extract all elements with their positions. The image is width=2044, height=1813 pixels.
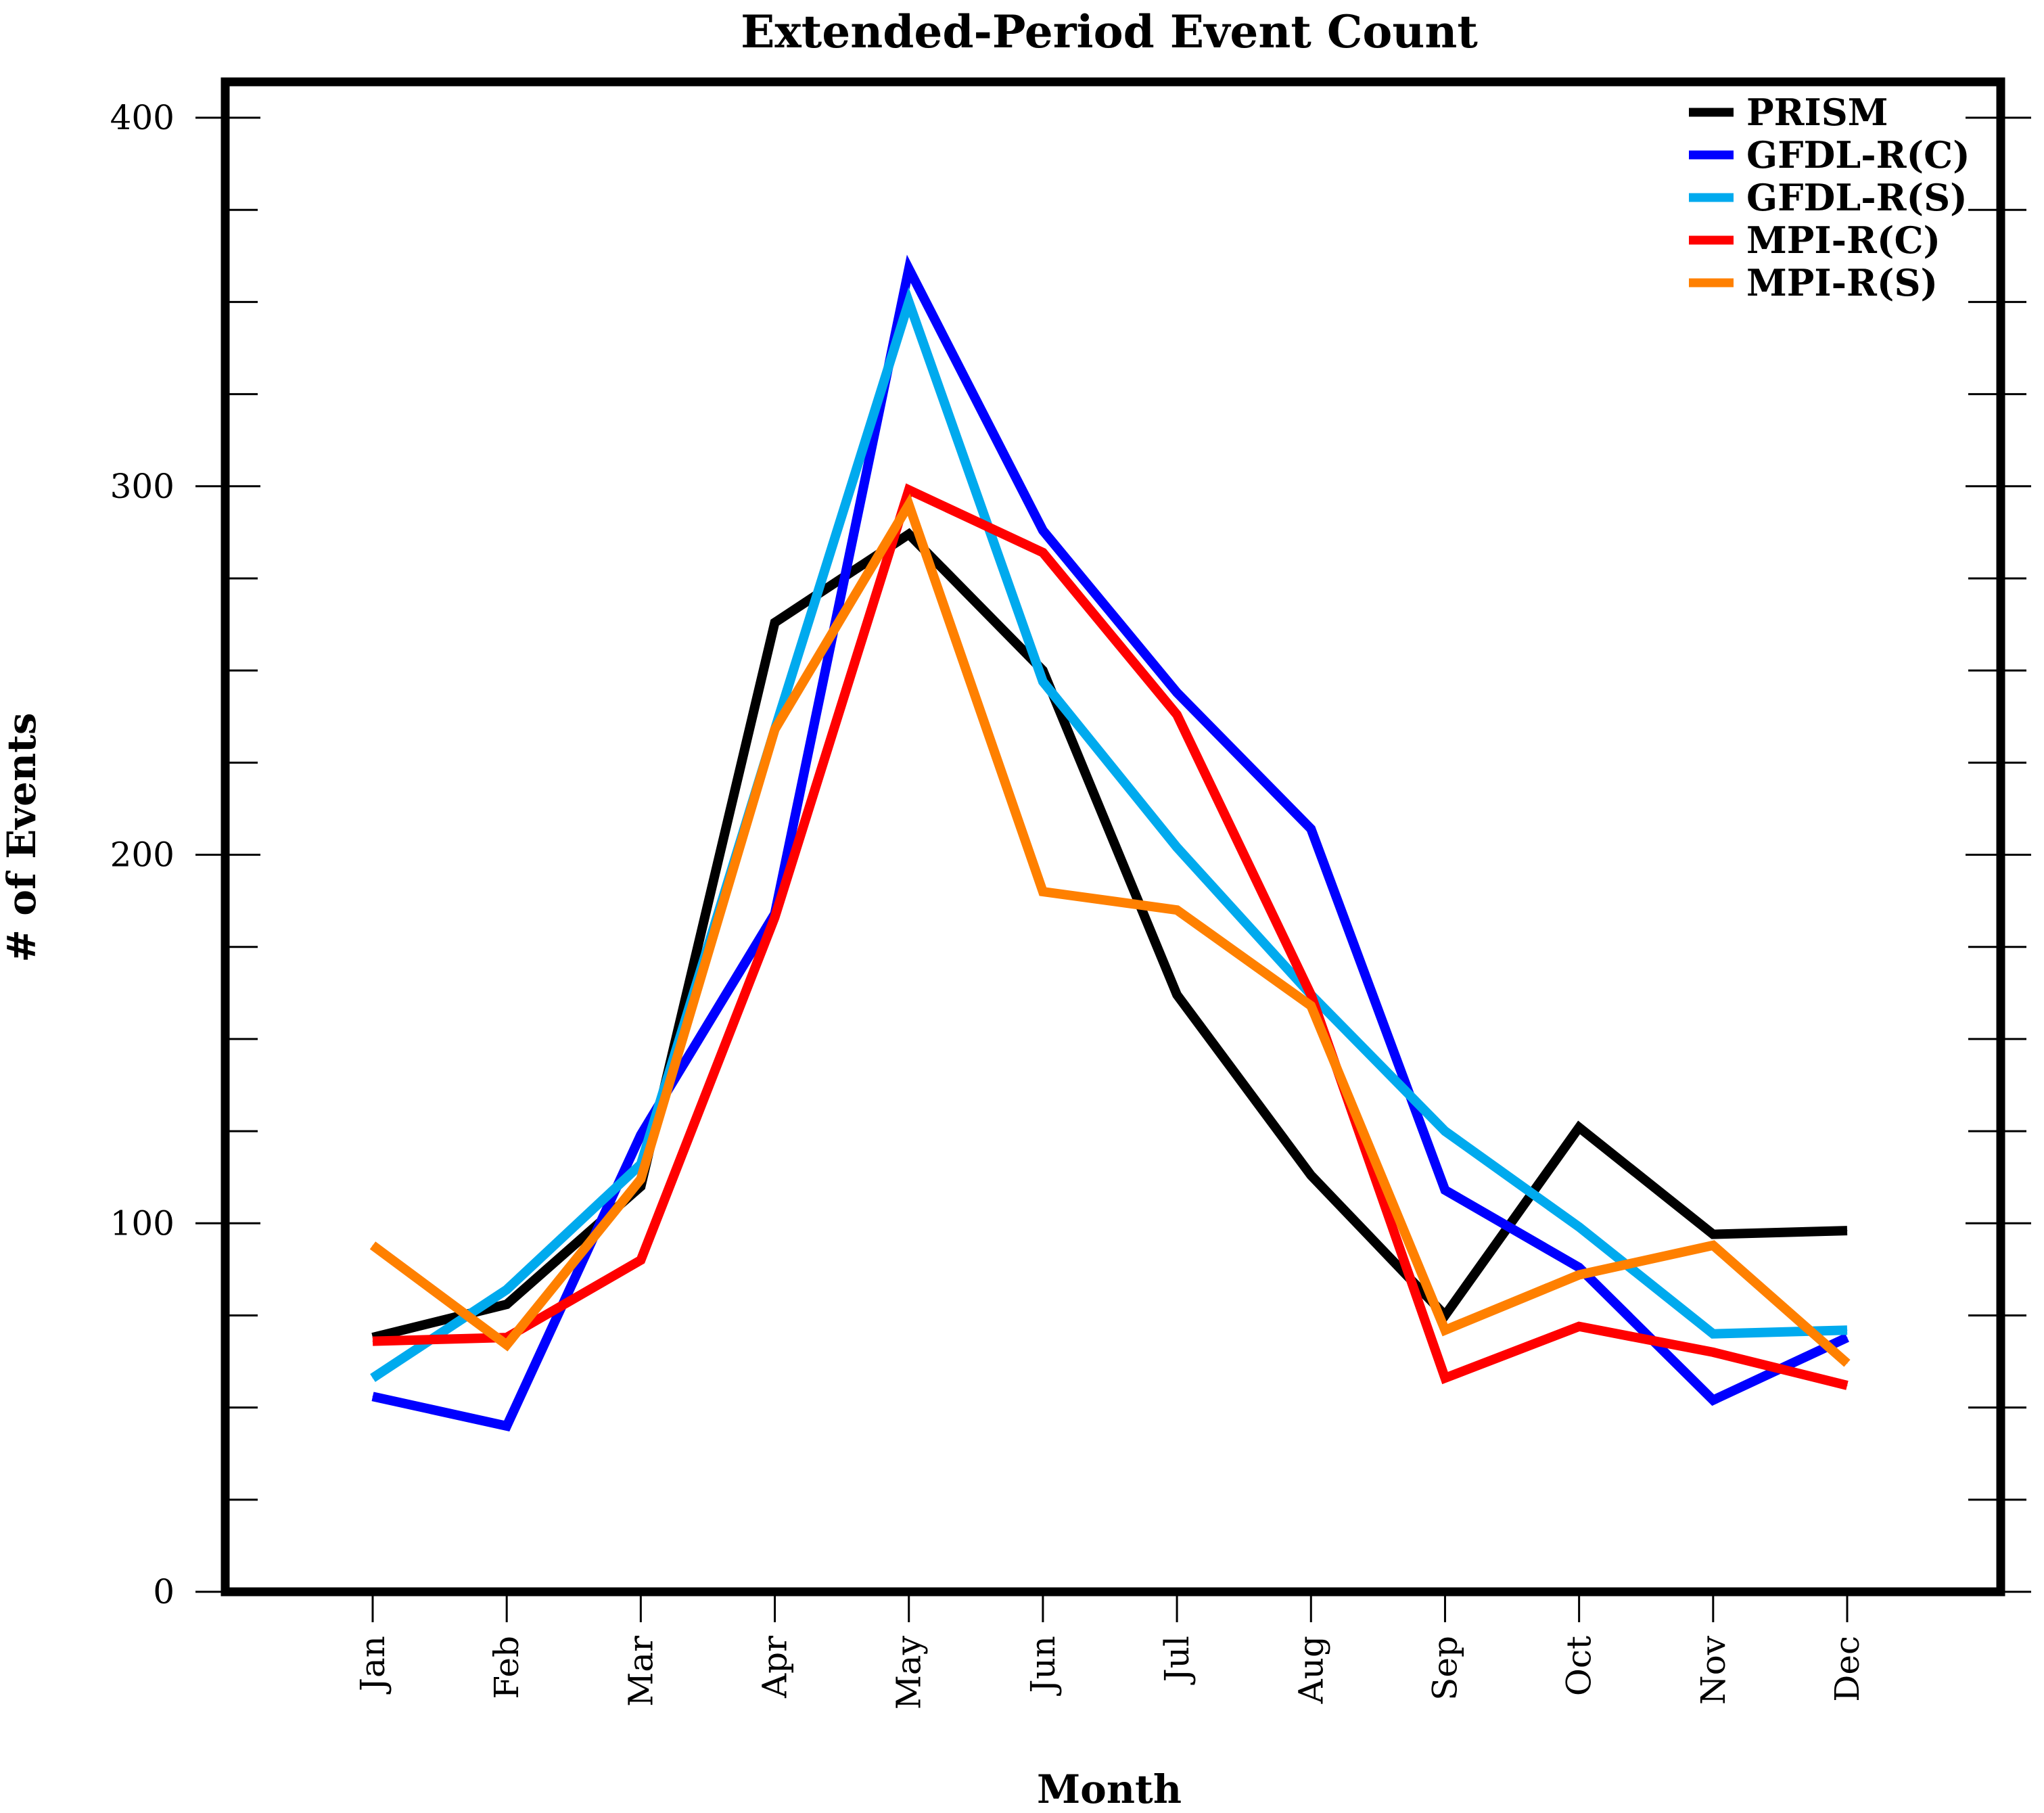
data-point — [1176, 847, 1178, 848]
y-tick-label: 200 — [110, 835, 175, 875]
legend-label-gfdl-r-s: GFDL-R(S) — [1746, 176, 1968, 219]
legend-label-gfdl-r-c: GFDL-R(C) — [1746, 133, 1970, 177]
x-tick-label: Aug — [1291, 1636, 1330, 1704]
y-tick-label: 300 — [110, 467, 175, 506]
x-tick-label: Mar — [621, 1636, 660, 1707]
data-point — [1846, 1329, 1848, 1331]
data-point — [1176, 692, 1178, 693]
legend-label-mpi-r-c: MPI-R(C) — [1746, 219, 1941, 262]
legend-label-prism: PRISM — [1746, 91, 1888, 134]
series-line-mpi-r-s — [369, 493, 1851, 1367]
x-tick-label: Nov — [1694, 1635, 1733, 1705]
legend-label-mpi-r-s: MPI-R(S) — [1746, 261, 1938, 304]
data-point — [774, 729, 776, 730]
x-tick-label: Apr — [756, 1636, 795, 1699]
data-point — [1176, 909, 1178, 911]
x-tick-label: Oct — [1560, 1636, 1599, 1696]
y-tick-label: 0 — [153, 1572, 175, 1611]
x-tick-label: Sep — [1425, 1636, 1464, 1701]
x-tick-label: Jan — [353, 1636, 392, 1695]
x-tick-label: May — [889, 1635, 929, 1709]
series-line-gfdl-r-c — [371, 254, 1849, 1431]
chart-title: Extended-Period Event Count — [741, 5, 1478, 58]
data-point — [1042, 552, 1044, 553]
data-point — [1846, 1337, 1848, 1338]
data-point — [774, 622, 776, 623]
y-axis-title: # of Events — [0, 712, 45, 962]
axis-ticks — [195, 116, 2031, 1622]
x-tick-label: Jul — [1157, 1636, 1197, 1685]
x-tick-label: Dec — [1828, 1636, 1867, 1702]
y-tick-label: 400 — [110, 98, 175, 137]
x-tick-label: Jun — [1023, 1636, 1063, 1696]
data-point — [1042, 530, 1044, 531]
tick-labels: 0 100 200 300 400 Jan Feb Mar Apr May Jun Jul Aug Sep… — [110, 98, 1867, 1709]
data-point — [1042, 891, 1044, 892]
plot-frame — [220, 77, 2005, 1597]
y-tick-label: 100 — [110, 1203, 175, 1243]
series-line-gfdl-r-s — [370, 287, 1848, 1382]
x-axis-title: Month — [1037, 1766, 1182, 1812]
data-point — [774, 917, 776, 918]
data-point — [908, 504, 910, 505]
series-line-prism — [371, 528, 1848, 1342]
data-point — [1176, 994, 1178, 996]
data-point — [1176, 714, 1178, 715]
series-line-mpi-r-c — [372, 483, 1849, 1390]
data-point — [1042, 681, 1044, 682]
series-lines — [369, 254, 1851, 1431]
data-point — [1846, 1362, 1848, 1364]
x-tick-label: Feb — [487, 1636, 526, 1699]
